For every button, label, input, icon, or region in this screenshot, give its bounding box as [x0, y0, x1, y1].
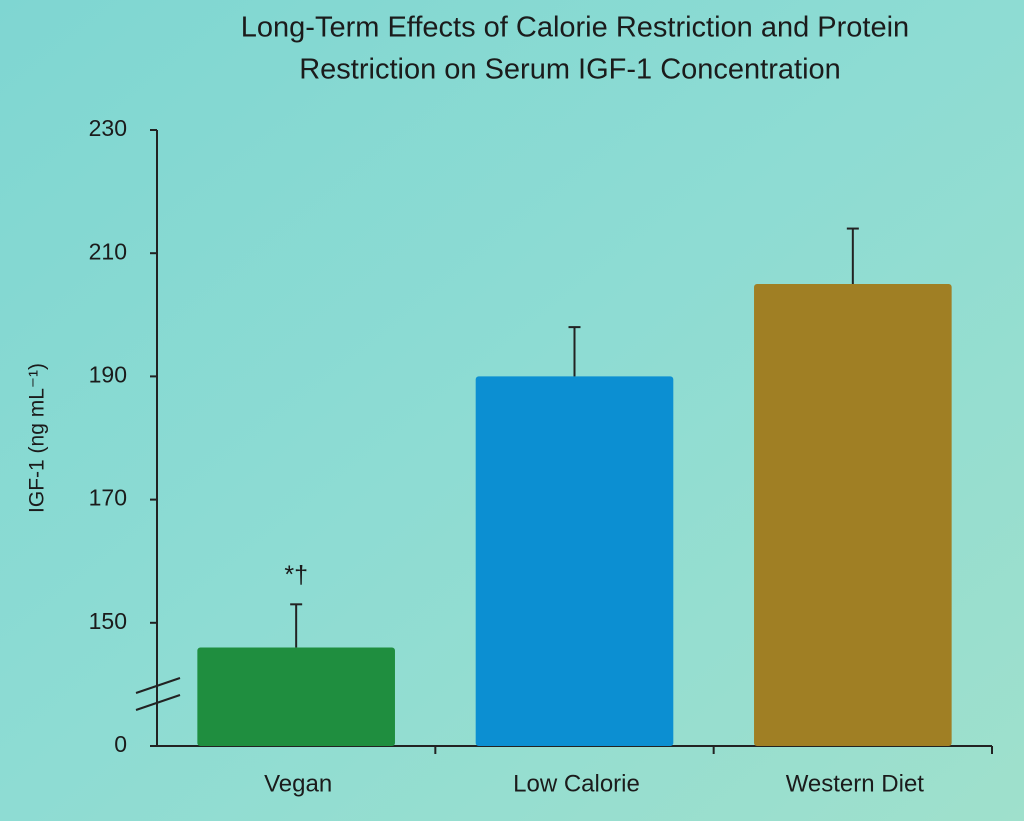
chart-title: Restriction on Serum IGF-1 Concentration — [299, 54, 841, 86]
bar — [754, 284, 952, 746]
y-tick-label: 150 — [89, 608, 127, 634]
chart-title: Long-Term Effects of Calorie Restriction… — [241, 12, 909, 44]
y-tick-label: 210 — [89, 238, 127, 264]
y-tick-label: 190 — [89, 361, 127, 387]
bar — [475, 376, 674, 746]
y-tick-label: 0 — [114, 731, 127, 757]
y-axis-label: IGF-1 (ng mL⁻¹) — [26, 363, 49, 513]
axis-break — [135, 694, 181, 711]
x-tick-label: Western Diet — [786, 770, 925, 797]
x-tick-label: Vegan — [264, 770, 332, 797]
y-tick-label: 230 — [89, 115, 127, 141]
x-tick-label: Low Calorie — [513, 770, 640, 797]
annotation: *† — [284, 561, 308, 589]
y-tick-label: 170 — [89, 485, 127, 511]
axis-break — [135, 677, 181, 694]
bar — [197, 647, 395, 746]
